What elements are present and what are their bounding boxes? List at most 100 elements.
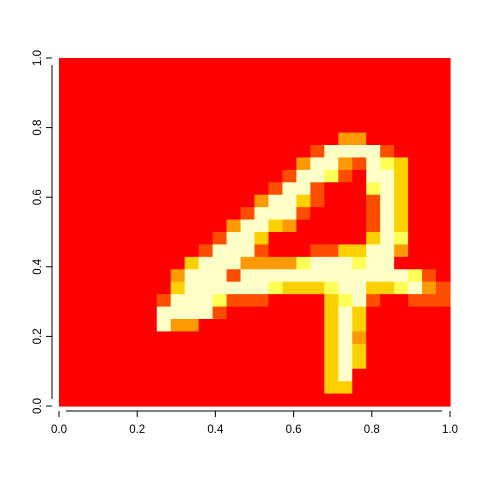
- heatmap-cell: [282, 169, 297, 183]
- heatmap-cell: [100, 393, 116, 407]
- heatmap-cell: [100, 120, 116, 134]
- heatmap-cell: [142, 132, 158, 146]
- heatmap-cell: [282, 294, 297, 308]
- heatmap-cell: [268, 194, 284, 208]
- heatmap-cell: [254, 232, 270, 246]
- heatmap-cell: [198, 343, 214, 357]
- heatmap-cell: [114, 356, 130, 370]
- heatmap-cell: [142, 319, 158, 333]
- heatmap-cell: [268, 356, 284, 370]
- heatmap-cell: [422, 169, 437, 183]
- heatmap-cell: [254, 207, 270, 221]
- heatmap-cell: [268, 319, 284, 333]
- heatmap-cell: [436, 393, 451, 407]
- y-tick-label: 1.0: [32, 50, 44, 66]
- heatmap-cell: [170, 120, 186, 134]
- heatmap-cell: [338, 393, 353, 407]
- heatmap-cell: [408, 319, 423, 333]
- heatmap-cell: [254, 343, 270, 357]
- heatmap-cell: [86, 281, 102, 295]
- heatmap-cell: [352, 157, 367, 171]
- heatmap-cell: [156, 232, 172, 246]
- x-tick-label: 1.0: [442, 424, 458, 436]
- heatmap-cell: [100, 319, 116, 333]
- heatmap-cell: [380, 132, 395, 146]
- heatmap-cell: [422, 368, 437, 382]
- heatmap-cell: [240, 58, 256, 72]
- heatmap-cell: [436, 207, 451, 221]
- heatmap-cell: [240, 145, 256, 159]
- heatmap-cell: [100, 70, 116, 84]
- heatmap-cell: [282, 393, 297, 407]
- heatmap-cell: [226, 319, 242, 333]
- heatmap-cell: [156, 207, 172, 221]
- heatmap-cell: [86, 107, 102, 121]
- heatmap-cell: [422, 145, 437, 159]
- heatmap-cell: [380, 182, 395, 196]
- heatmap-cell: [310, 294, 325, 308]
- heatmap-cell: [268, 169, 284, 183]
- heatmap-cell: [324, 182, 339, 196]
- heatmap-cell: [226, 331, 242, 345]
- heatmap-cell: [310, 256, 325, 270]
- heatmap-cell: [100, 182, 116, 196]
- heatmap-cell: [282, 281, 297, 295]
- heatmap-cell: [72, 356, 88, 370]
- heatmap-cell: [226, 356, 242, 370]
- heatmap-cell: [142, 107, 158, 121]
- heatmap-cell: [338, 82, 353, 96]
- heatmap-cell: [142, 82, 158, 96]
- heatmap-cell: [114, 381, 130, 395]
- heatmap-cell: [380, 169, 395, 183]
- heatmap-cell: [422, 132, 437, 146]
- heatmap-cell: [352, 169, 367, 183]
- heatmap-cell: [100, 219, 116, 233]
- heatmap-cell: [100, 244, 116, 258]
- heatmap-cell: [142, 120, 158, 134]
- heatmap-cell: [436, 95, 451, 109]
- heatmap-cell: [100, 169, 116, 183]
- heatmap-cell: [212, 244, 228, 258]
- heatmap-cell: [282, 182, 297, 196]
- heatmap-cell: [156, 145, 172, 159]
- heatmap-cell: [212, 331, 228, 345]
- y-axis-ticks: 0.0 0.2 0.4 0.6 0.8 1.0: [32, 50, 52, 414]
- heatmap-cell: [408, 232, 423, 246]
- heatmap-cell: [254, 58, 270, 72]
- heatmap-cell: [100, 306, 116, 320]
- heatmap-cell: [408, 207, 423, 221]
- heatmap-cell: [212, 343, 228, 357]
- heatmap-cell: [59, 120, 74, 134]
- heatmap-cell: [282, 269, 297, 283]
- heatmap-cell: [338, 58, 353, 72]
- heatmap-cell: [422, 294, 437, 308]
- heatmap-cell: [170, 219, 186, 233]
- heatmap-cell: [408, 331, 423, 345]
- heatmap-cell: [128, 132, 144, 146]
- heatmap-cell: [100, 145, 116, 159]
- heatmap-cell: [366, 281, 381, 295]
- heatmap-cell: [72, 331, 88, 345]
- heatmap-cell: [394, 157, 409, 171]
- heatmap-cell: [282, 256, 297, 270]
- heatmap-cell: [240, 182, 256, 196]
- heatmap-cell: [72, 132, 88, 146]
- heatmap-cell: [156, 356, 172, 370]
- heatmap-cell: [142, 281, 158, 295]
- heatmap-cell: [184, 132, 200, 146]
- heatmap-cell: [380, 269, 395, 283]
- heatmap-cell: [156, 319, 172, 333]
- heatmap-cell: [296, 319, 311, 333]
- heatmap-cell: [282, 232, 297, 246]
- heatmap-cell: [72, 343, 88, 357]
- heatmap-cell: [226, 82, 242, 96]
- heatmap-cell: [226, 120, 242, 134]
- heatmap-cell: [156, 331, 172, 345]
- heatmap-cell: [324, 306, 339, 320]
- heatmap-cell: [156, 58, 172, 72]
- y-tick-label: 0.4: [32, 258, 44, 275]
- heatmap-cell: [352, 70, 367, 84]
- heatmap-cell: [170, 244, 186, 258]
- heatmap-cell: [436, 107, 451, 121]
- heatmap-cell: [142, 356, 158, 370]
